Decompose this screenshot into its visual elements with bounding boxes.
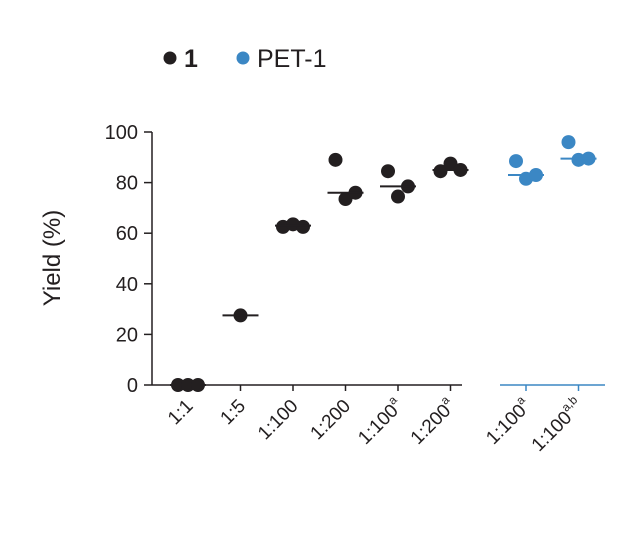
legend-label: 1 xyxy=(184,45,198,73)
data-point xyxy=(381,164,395,179)
x-tick-label: 1:200 xyxy=(307,396,355,444)
data-point xyxy=(296,219,310,234)
data-point xyxy=(509,154,523,169)
x-tick-label: 1:200a xyxy=(404,393,460,449)
data-point xyxy=(443,156,458,171)
category: 1:100 xyxy=(528,407,576,455)
legend-label: PET-1 xyxy=(257,45,326,73)
legend-marker xyxy=(163,51,177,65)
data-point xyxy=(561,135,576,150)
y-tick-label: 40 xyxy=(116,274,138,296)
category: 1:5 xyxy=(217,396,251,430)
data-point xyxy=(338,192,353,207)
category: 1:1 xyxy=(164,396,198,430)
y-tick-label: 20 xyxy=(116,324,138,346)
y-tick-label: 0 xyxy=(127,375,138,397)
legend-marker xyxy=(236,51,250,65)
data-point xyxy=(391,189,405,204)
category: 1:100 xyxy=(254,396,302,444)
category: 1:100 xyxy=(482,400,530,448)
x-tick-label: 1:100 xyxy=(254,396,302,444)
y-tick-label: 80 xyxy=(116,173,138,195)
y-tick-label: 100 xyxy=(105,122,138,144)
y-tick-label: 60 xyxy=(116,223,138,245)
data-point xyxy=(328,152,343,167)
category: 1:200 xyxy=(407,400,455,448)
x-tick-label: 1:5 xyxy=(217,396,251,430)
data-point xyxy=(433,164,448,179)
x-tick-label: 1:100a xyxy=(352,393,408,449)
x-tick-label: 1:1 xyxy=(164,396,198,430)
y-axis-label: Yield (%) xyxy=(39,210,66,306)
x-tick-label: 1:100a,b xyxy=(525,393,588,456)
category: 1:100 xyxy=(354,400,402,448)
category: 1:200 xyxy=(307,396,355,444)
